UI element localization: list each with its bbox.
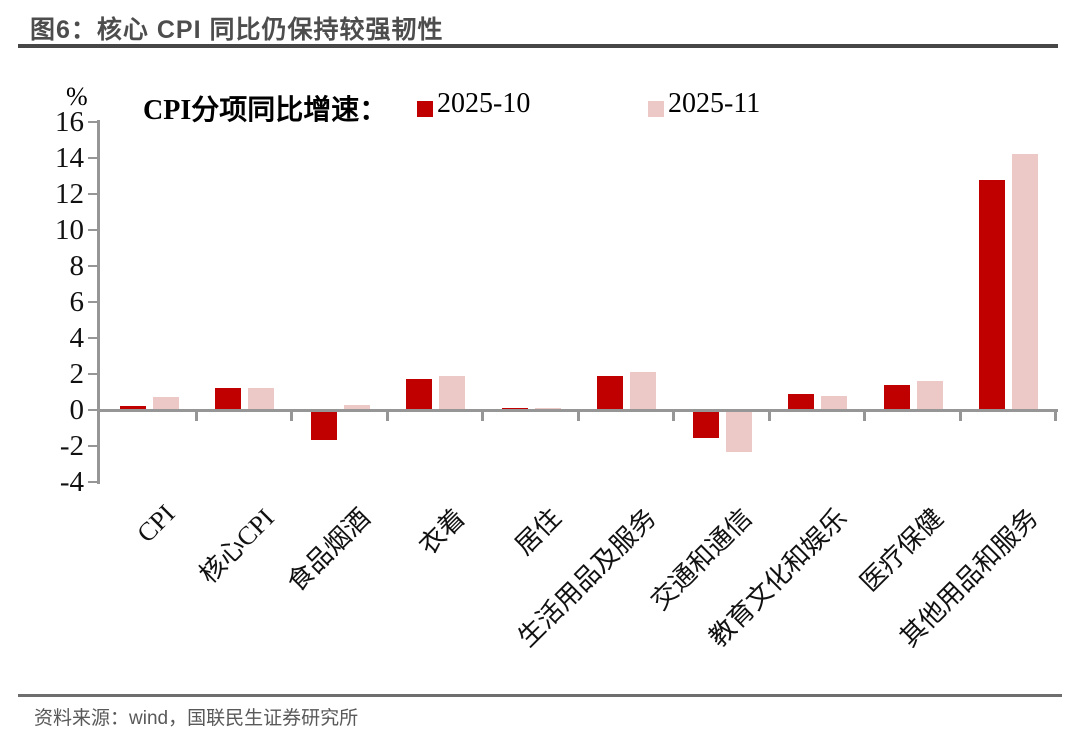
bar-2025-10-教育文化和娱乐 [788,393,815,410]
bar-2025-11-其他用品和服务 [1012,154,1039,410]
y-tick [88,445,97,447]
y-tick [88,265,97,267]
x-tick [767,412,771,421]
bar-2025-10-交通和通信 [692,411,719,438]
x-tick [958,412,962,421]
y-tick-label: -2 [59,430,84,462]
y-tick-label: 14 [55,142,84,174]
x-tick [481,412,484,421]
figure-title: 图6：核心 CPI 同比仍保持较强韧性 [30,16,444,44]
x-tick [1054,412,1057,421]
x-tick [385,412,389,421]
bar-2025-10-CPI [119,406,146,410]
y-tick [88,481,97,483]
bar-2025-11-食品烟酒 [343,404,370,410]
legend-title: CPI分项同比增速： [143,95,388,126]
y-tick-label: 0 [69,394,85,426]
y-tick [88,337,97,339]
footer-divider [18,694,1062,697]
y-tick [88,301,97,303]
x-tick [863,412,866,421]
y-tick [88,373,97,375]
bar-2025-10-食品烟酒 [310,411,337,440]
bar-2025-10-生活用品及服务 [597,375,624,410]
bar-2025-10-核心CPI [215,388,242,410]
y-tick-label: 4 [69,322,85,354]
y-tick-label: 2 [69,358,85,390]
x-tick [576,412,580,421]
y-tick-label: -4 [59,466,84,498]
bar-2025-10-其他用品和服务 [979,179,1006,410]
bar-2025-10-衣着 [406,379,433,410]
y-tick [88,409,97,411]
y-tick [88,121,97,123]
bar-2025-11-交通和通信 [725,411,752,453]
y-tick-label: 6 [69,286,85,318]
bar-2025-11-生活用品及服务 [630,372,657,410]
bar-2025-10-医疗保健 [883,384,910,410]
x-axis-line [97,409,1058,412]
y-axis-line [97,120,100,484]
legend-swatch-2025-10 [417,101,433,117]
bar-2025-11-CPI [152,397,179,410]
y-axis-unit-label: % [66,82,88,111]
y-tick-label: 10 [55,214,84,246]
y-tick [88,229,97,231]
bar-2025-11-核心CPI [248,388,275,410]
y-tick-label: 16 [55,106,84,138]
legend-label-2025-10: 2025-10 [437,88,531,119]
x-tick [194,412,198,421]
bar-2025-11-教育文化和娱乐 [821,395,848,410]
bar-2025-11-医疗保健 [916,381,943,410]
y-tick-label: 12 [55,178,84,210]
x-tick [290,412,293,421]
legend-swatch-2025-11 [648,101,664,117]
bar-2025-11-衣着 [439,375,466,410]
legend-label-2025-11: 2025-11 [668,88,761,119]
y-tick-label: 8 [69,250,85,282]
source-note: 资料来源：wind，国联民生证券研究所 [34,708,359,729]
x-tick [672,412,675,421]
y-tick [88,157,97,159]
title-divider [18,44,1058,48]
y-tick [88,193,97,195]
